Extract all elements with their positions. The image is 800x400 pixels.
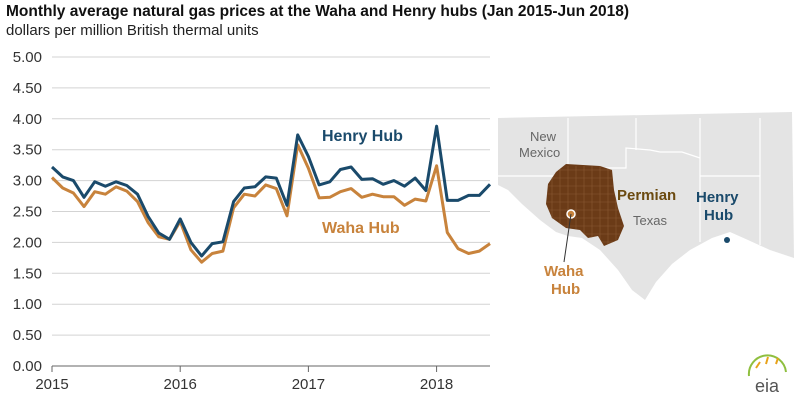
chart-title: Monthly average natural gas prices at th… bbox=[6, 3, 630, 20]
y-tick-label: 3.50 bbox=[13, 142, 42, 159]
series-label-waha: Waha Hub bbox=[322, 220, 400, 237]
y-tick-label: 5.00 bbox=[13, 49, 42, 66]
y-tick-label: 4.50 bbox=[13, 80, 42, 97]
texas-label: Texas bbox=[633, 213, 667, 228]
chart-subtitle: dollars per million British thermal unit… bbox=[6, 22, 259, 39]
x-axis: 2015 2016 2017 2018 bbox=[35, 366, 453, 393]
eia-logo-text: eia bbox=[755, 376, 780, 396]
henry-hub-map-label-line2: Hub bbox=[704, 207, 733, 224]
permian-label: Permian bbox=[617, 187, 676, 204]
y-tick-label: 2.50 bbox=[13, 204, 42, 221]
y-axis: 0.00 0.50 1.00 1.50 2.00 2.50 3.00 3.50 4.00 4.50… bbox=[13, 49, 42, 375]
logo-rays bbox=[755, 356, 779, 369]
y-tick-label: 0.00 bbox=[13, 358, 42, 375]
waha-hub-map-label-line2: Hub bbox=[551, 281, 580, 298]
henry-hub-map-label-line1: Henry bbox=[696, 189, 739, 206]
waha-leader-line bbox=[563, 213, 572, 263]
waha-hub-map-label-line1: Waha bbox=[544, 263, 584, 280]
region-map: New Mexico Texas Permian Henry Hub Waha … bbox=[498, 112, 794, 300]
y-tick-label: 1.00 bbox=[13, 296, 42, 313]
series-line-henry-hub bbox=[50, 124, 492, 258]
y-tick-label: 1.50 bbox=[13, 265, 42, 282]
land-mass bbox=[498, 112, 794, 300]
x-tick-label: 2015 bbox=[35, 376, 68, 393]
henry-hub-marker bbox=[724, 237, 730, 243]
y-tick-label: 4.00 bbox=[13, 111, 42, 128]
gridlines bbox=[52, 56, 490, 367]
x-tick-label: 2018 bbox=[420, 376, 453, 393]
new-mexico-label-line1: New bbox=[530, 129, 557, 144]
y-tick-label: 3.00 bbox=[13, 173, 42, 190]
permian-county-grid bbox=[546, 166, 624, 244]
permian-region bbox=[546, 164, 624, 246]
y-tick-label: 0.50 bbox=[13, 327, 42, 344]
series-line-waha-hub bbox=[50, 143, 491, 264]
new-mexico-label-line2: Mexico bbox=[519, 145, 560, 160]
eia-logo: eia bbox=[747, 354, 787, 396]
y-tick-label: 2.00 bbox=[13, 234, 42, 251]
series-lines bbox=[50, 124, 492, 264]
state-borders bbox=[498, 118, 761, 245]
logo-arc-green bbox=[747, 354, 787, 377]
x-tick-label: 2017 bbox=[292, 376, 325, 393]
x-tick-label: 2016 bbox=[164, 376, 197, 393]
series-label-henry: Henry Hub bbox=[322, 128, 403, 145]
